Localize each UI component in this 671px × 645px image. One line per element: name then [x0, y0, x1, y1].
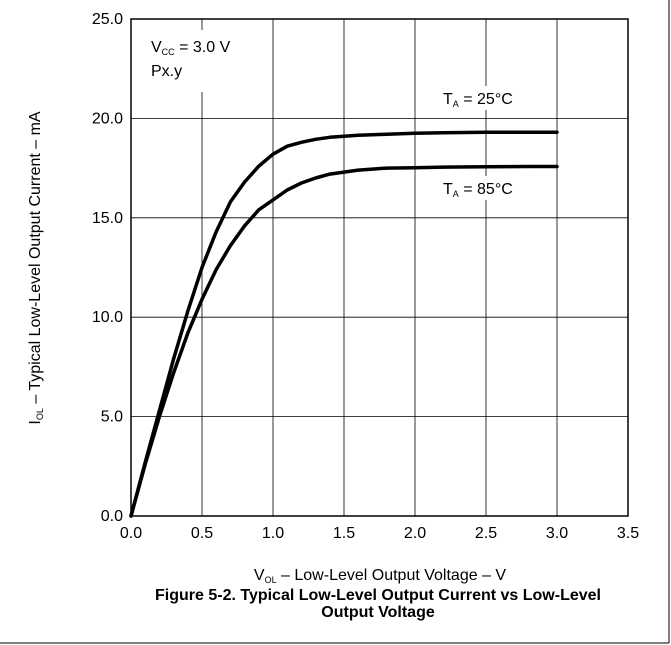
y-tick-label: 0.0: [101, 508, 123, 525]
figure-caption-line1: Figure 5-2. Typical Low-Level Output Cur…: [155, 587, 601, 604]
y-tick-label: 25.0: [92, 11, 123, 28]
annotation-box: [147, 30, 245, 92]
series-label-25c: TA = 25°C: [443, 91, 513, 109]
x-tick-label: 0.0: [120, 525, 142, 542]
y-tick-label: 10.0: [92, 309, 123, 326]
x-tick-label: 0.5: [191, 525, 213, 542]
x-tick-label: 1.0: [262, 525, 284, 542]
x-tick-labels: 0.0 0.5 1.0 1.5 2.0 2.5 3.0 3.5: [120, 525, 639, 542]
series-label-85-bg: [440, 176, 550, 200]
series-lines: [129, 130, 559, 518]
annotation-port: Px.y: [151, 63, 182, 80]
x-axis-title: VOL – Low-Level Output Voltage – V: [254, 567, 507, 585]
x-tick-label: 3.5: [617, 525, 639, 542]
y-tick-label: 20.0: [92, 110, 123, 127]
plot-frame: [130, 18, 629, 517]
y-axis-title: IOL – Typical Low-Level Output Current –…: [27, 111, 45, 425]
x-tick-label: 1.5: [333, 525, 355, 542]
y-tick-label: 15.0: [92, 210, 123, 227]
y-tick-labels: 0.0 5.0 10.0 15.0 20.0 25.0: [92, 11, 123, 525]
y-tick-label: 5.0: [101, 409, 123, 426]
series-line-25c: [129, 130, 559, 518]
x-tick-label: 2.0: [404, 525, 426, 542]
annotation-vcc: VCC = 3.0 V: [151, 39, 231, 57]
x-tick-label: 3.0: [546, 525, 568, 542]
series-label-85c: TA = 85°C: [443, 181, 513, 199]
grid-lines: [130, 18, 629, 517]
series-label-25-bg: [440, 86, 550, 110]
series-line-85c: [129, 164, 559, 518]
figure-caption-line2: Output Voltage: [321, 604, 435, 621]
x-tick-label: 2.5: [475, 525, 497, 542]
